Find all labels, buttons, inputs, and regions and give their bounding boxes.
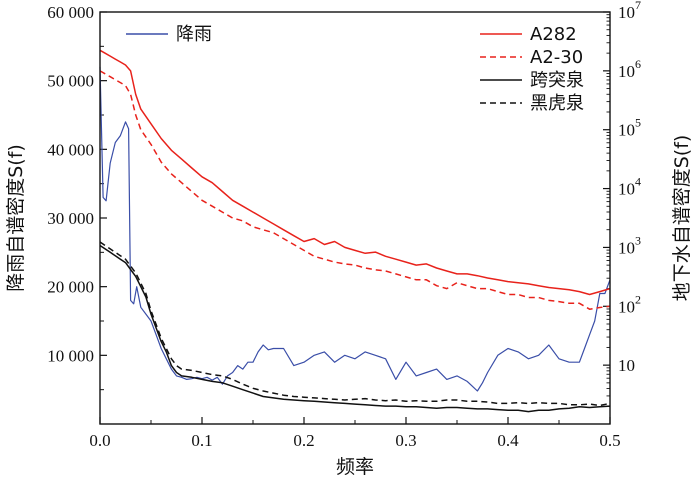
- x-tick-label: 0.3: [395, 431, 416, 450]
- series-line-3: [99, 244, 611, 413]
- right-tick-label: 104: [618, 175, 641, 199]
- right-tick-exponent: 6: [635, 57, 641, 71]
- series-line-4: [99, 241, 611, 407]
- right-tick-base: 10: [618, 356, 635, 375]
- right-tick-exponent: 2: [635, 292, 641, 306]
- right-y-axis-label: 地下水自谱密度S(f): [671, 135, 693, 302]
- legend-label: 降雨: [176, 24, 212, 45]
- left-tick-label: 20 000: [47, 278, 94, 297]
- right-tick-base: 10: [618, 297, 635, 316]
- x-tick-label: 0.2: [293, 431, 314, 450]
- right-tick-label: 106: [618, 57, 641, 81]
- right-tick-exponent: 7: [635, 0, 641, 12]
- series-line-0: [99, 66, 611, 392]
- right-tick-label: 107: [618, 0, 641, 22]
- x-tick-label: 0.5: [599, 431, 620, 450]
- right-tick-label: 103: [618, 233, 641, 257]
- right-tick-label: 102: [618, 292, 641, 316]
- legend-label: 跨突泉: [530, 70, 584, 91]
- left-tick-label: 40 000: [47, 140, 94, 159]
- left-tick-label: 60 000: [47, 3, 94, 22]
- legend-label: A2-30: [530, 47, 583, 68]
- right-tick-exponent: 3: [635, 233, 641, 247]
- right-tick-base: 10: [618, 121, 635, 140]
- right-tick-base: 10: [618, 238, 635, 257]
- legend-rainfall: 降雨: [126, 24, 212, 45]
- left-y-axis-label: 降雨自谱密度S(f): [5, 144, 27, 292]
- right-tick-base: 10: [618, 3, 635, 22]
- left-tick-label: 30 000: [47, 209, 94, 228]
- legend-label: A282: [530, 24, 577, 45]
- right-tick-label: 105: [618, 116, 641, 140]
- right-tick-base: 10: [618, 180, 635, 199]
- right-tick-label: 10: [618, 356, 635, 375]
- left-tick-label: 10 000: [47, 346, 94, 365]
- x-tick-label: 0.0: [89, 431, 110, 450]
- series-line-2: [99, 70, 611, 310]
- x-axis-label: 频率: [336, 456, 374, 478]
- tick-labels: 0.0 0.1 0.2 0.3 0.4 0.5 10 000 20 000 30 000 40 0…: [47, 0, 641, 450]
- series-line-1: [99, 49, 611, 296]
- x-tick-label: 0.4: [497, 431, 519, 450]
- right-tick-exponent: 5: [635, 116, 641, 130]
- plot-frame: [99, 11, 611, 425]
- right-tick-exponent: 4: [635, 175, 641, 189]
- legend-label: 黑虎泉: [530, 93, 584, 114]
- left-tick-label: 50 000: [47, 72, 94, 91]
- right-tick-base: 10: [618, 62, 635, 81]
- x-tick-label: 0.1: [191, 431, 212, 450]
- series-lines: [99, 49, 611, 413]
